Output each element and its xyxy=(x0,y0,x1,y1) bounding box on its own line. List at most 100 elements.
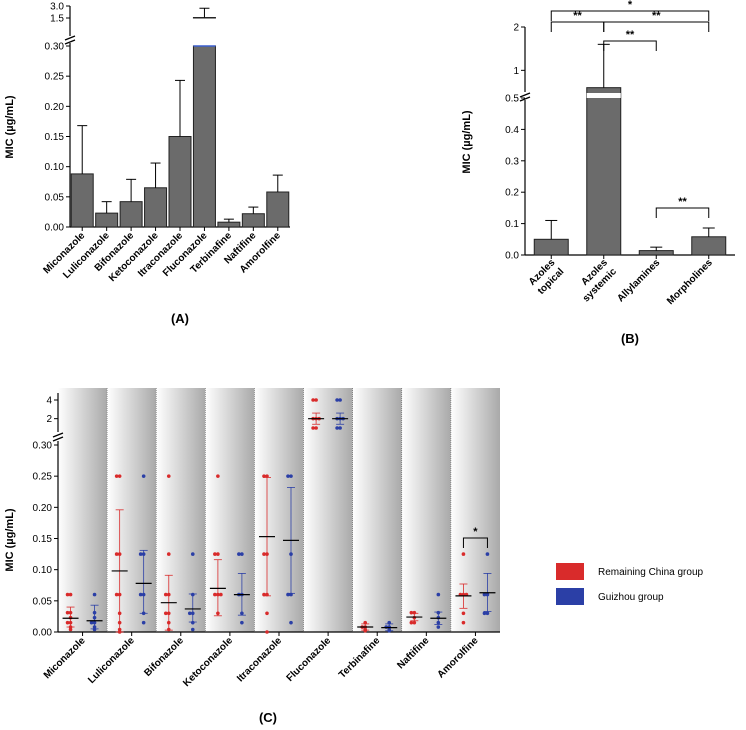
data-point xyxy=(190,552,195,556)
axis-break xyxy=(64,35,76,41)
category-band xyxy=(58,388,108,632)
data-point xyxy=(482,592,487,597)
data-point xyxy=(163,611,168,616)
data-point xyxy=(89,620,94,625)
bar xyxy=(217,221,241,228)
x-tick-label: Ketoconazole xyxy=(181,635,235,689)
data-point xyxy=(314,398,318,402)
y-tick-label: 4 xyxy=(46,396,52,407)
significance-label: ** xyxy=(678,196,687,208)
y-axis-title: MIC (µg/mL) xyxy=(4,508,16,571)
y-tick-label: 0.2 xyxy=(505,188,519,199)
significance-label: * xyxy=(473,526,478,538)
data-point xyxy=(141,620,146,625)
data-point xyxy=(240,620,244,625)
data-point xyxy=(240,552,244,556)
data-point xyxy=(65,620,70,625)
axis-break xyxy=(519,92,531,98)
y-tick-label: 0.30 xyxy=(45,42,65,53)
bar xyxy=(266,191,290,228)
data-point xyxy=(65,592,70,597)
x-tick-label: Allylamines xyxy=(615,257,662,304)
data-point xyxy=(311,426,315,430)
data-point xyxy=(216,474,220,478)
y-tick-label: 2 xyxy=(46,414,52,425)
axis-break xyxy=(519,96,531,102)
data-point xyxy=(138,592,143,597)
x-tick-label: Itraconazole xyxy=(235,635,284,684)
data-point xyxy=(187,611,192,616)
data-point xyxy=(166,552,171,556)
bar xyxy=(95,212,119,228)
y-tick-label: 0.30 xyxy=(33,441,53,452)
data-point xyxy=(482,611,487,616)
x-tick-label: Luliconazole xyxy=(86,635,137,686)
legend-label: Remaining China group xyxy=(598,567,704,578)
y-tick-label: 0.00 xyxy=(33,628,53,639)
data-point xyxy=(461,611,466,616)
significance-bracket xyxy=(655,207,710,218)
significance-label: * xyxy=(628,0,633,11)
bar xyxy=(638,250,674,256)
bar xyxy=(533,238,569,256)
significance-bracket xyxy=(603,21,710,32)
bar-break-gap xyxy=(586,93,621,98)
data-point xyxy=(335,398,339,402)
data-point xyxy=(461,552,466,556)
category-band xyxy=(352,388,402,632)
y-tick-label: 0.4 xyxy=(505,125,519,136)
significance-bracket xyxy=(603,40,657,51)
x-tick-label: Terbinafine xyxy=(337,635,383,681)
x-tick-label: Amorolfine xyxy=(435,635,480,680)
bar xyxy=(192,45,216,228)
data-point xyxy=(190,627,195,632)
data-point xyxy=(436,592,441,597)
y-tick-label: 0.10 xyxy=(45,162,65,173)
x-tick-label: Naftifine xyxy=(395,635,431,671)
data-point xyxy=(237,552,241,556)
data-point xyxy=(409,610,414,615)
x-tick-label: Miconazole xyxy=(42,635,88,681)
data-point xyxy=(114,592,119,597)
y-tick-label: 0.05 xyxy=(33,596,53,607)
data-point xyxy=(114,552,119,556)
data-point xyxy=(92,592,97,597)
data-point xyxy=(163,592,168,597)
y-tick-label: 0.0 xyxy=(505,251,519,262)
data-point xyxy=(68,627,73,632)
category-band xyxy=(254,388,304,632)
data-point xyxy=(436,625,441,629)
axis-break xyxy=(52,432,64,438)
legend-label: Guizhou group xyxy=(598,592,664,603)
data-point xyxy=(114,474,119,478)
significance-label: ** xyxy=(573,10,582,22)
data-point xyxy=(166,474,171,478)
category-band xyxy=(156,388,206,632)
data-point xyxy=(289,474,293,478)
data-point xyxy=(265,630,269,634)
data-point xyxy=(461,620,466,625)
data-point xyxy=(117,474,122,478)
y-tick-label: 1 xyxy=(513,66,519,77)
x-tick-label: Fluconazole xyxy=(285,635,334,684)
y-tick-label: 0.25 xyxy=(45,72,65,83)
y-axis-title: MIC (µg/mL) xyxy=(461,110,473,173)
y-tick-label: 0.5 xyxy=(505,94,519,105)
data-point xyxy=(485,611,490,616)
y-tick-label: 1.5 xyxy=(50,14,64,25)
data-point xyxy=(412,620,417,625)
y-tick-label: 0.00 xyxy=(45,223,65,234)
category-band xyxy=(450,388,500,632)
data-point xyxy=(338,398,342,402)
data-point xyxy=(485,552,490,556)
y-tick-label: 0.20 xyxy=(33,503,53,514)
y-tick-label: 3.0 xyxy=(50,2,64,13)
significance-label: ** xyxy=(652,10,661,22)
data-point xyxy=(311,398,315,402)
significance-bracket xyxy=(550,21,605,32)
data-point xyxy=(314,426,318,430)
significance-bracket xyxy=(462,537,488,548)
legend-swatch xyxy=(556,563,584,580)
panel-label-a: (A) xyxy=(171,311,189,326)
